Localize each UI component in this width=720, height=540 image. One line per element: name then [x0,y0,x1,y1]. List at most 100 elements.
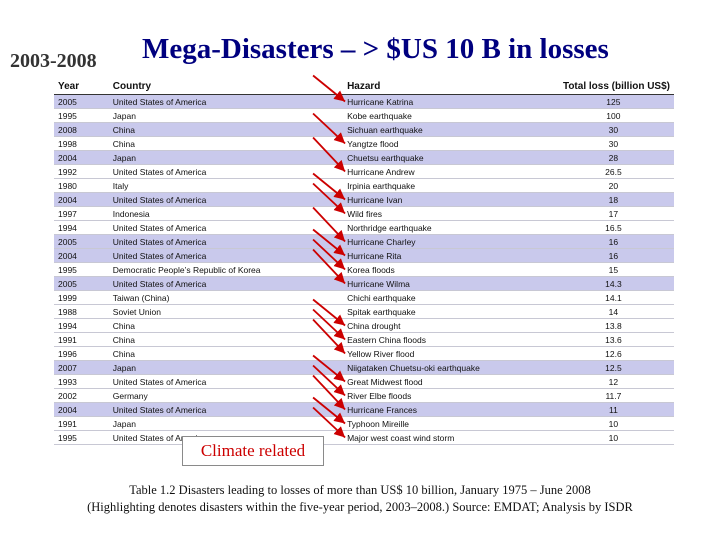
table-row: 2002 Germany River Elbe floods 11.7 [54,388,674,403]
cell-hazard: Major west coast wind storm [343,430,553,445]
table-row: 1991 China Eastern China floods 13.6 [54,332,674,347]
table-row: 1997 Indonesia Wild fires 17 [54,206,674,221]
table-row: 1995 Democratic People’s Republic of Kore… [54,262,674,277]
cell-country: United States of America [108,220,344,235]
cell-country: Indonesia [108,206,344,221]
table-row: 2005 United States of America Hurricane Ch… [54,234,674,249]
cell-hazard: Niigataken Chuetsu-oki earthquake [343,360,553,375]
table-row: 1994 United States of America Northridge e… [54,220,674,235]
cell-total-loss: 125 [552,94,674,109]
period-label: 2003-2008 [10,50,97,72]
cell-hazard: Great Midwest flood [343,374,553,389]
table-row: 1991 Japan Typhoon Mireille 10 [54,416,674,431]
column-header-year: Year [54,78,109,95]
cell-year: 1995 [54,430,109,445]
cell-year: 1998 [54,136,109,151]
cell-country: China [108,136,344,151]
table-row: 2005 United States of America Hurricane Wi… [54,276,674,291]
cell-hazard: Chuetsu earthquake [343,150,553,165]
cell-total-loss: 13.8 [552,318,674,333]
cell-hazard: Typhoon Mireille [343,416,553,431]
cell-country: Italy [108,178,344,193]
table-caption: Table 1.2 Disasters leading to losses of… [20,482,700,516]
climate-related-label: Climate related [182,436,324,466]
cell-hazard: Chichi earthquake [343,290,553,305]
cell-year: 2005 [54,94,109,109]
cell-total-loss: 14 [552,304,674,319]
cell-hazard: Sichuan earthquake [343,122,553,137]
table-row: 1980 Italy Irpinia earthquake 20 [54,178,674,193]
cell-total-loss: 17 [552,206,674,221]
cell-hazard: Hurricane Charley [343,234,553,249]
cell-country: Germany [108,388,344,403]
table-row: 2007 Japan Niigataken Chuetsu-oki earthqua… [54,360,674,375]
table-body: 2005 United States of America Hurricane Ka… [54,94,674,445]
cell-country: United States of America [108,234,344,249]
table-row: 1992 United States of America Hurricane An… [54,164,674,179]
cell-year: 2002 [54,388,109,403]
cell-year: 1991 [54,332,109,347]
cell-total-loss: 14.3 [552,276,674,291]
column-header-total-loss: Total loss (billion US$) [552,78,674,95]
cell-year: 2007 [54,360,109,375]
cell-total-loss: 18 [552,192,674,207]
cell-year: 2005 [54,234,109,249]
cell-hazard: Hurricane Andrew [343,164,553,179]
cell-total-loss: 12.5 [552,360,674,375]
cell-total-loss: 30 [552,136,674,151]
cell-year: 1992 [54,164,109,179]
cell-country: Japan [108,360,344,375]
table-row: 1998 China Yangtze flood 30 [54,136,674,151]
cell-year: 1997 [54,206,109,221]
cell-hazard: Korea floods [343,262,553,277]
table-header-row: Year Country Hazard Total loss (billion … [54,78,674,95]
caption-line-1: Table 1.2 Disasters leading to losses of… [129,483,591,497]
cell-year: 2004 [54,150,109,165]
table-row: 1994 China China drought 13.8 [54,318,674,333]
cell-hazard: Hurricane Wilma [343,276,553,291]
cell-hazard: Yangtze flood [343,136,553,151]
cell-country: Taiwan (China) [108,290,344,305]
table-row: 1999 Taiwan (China) Chichi earthquake 14.1 [54,290,674,305]
cell-year: 1994 [54,318,109,333]
cell-total-loss: 10 [552,430,674,445]
cell-total-loss: 100 [552,108,674,123]
cell-total-loss: 26.5 [552,164,674,179]
cell-total-loss: 15 [552,262,674,277]
cell-hazard: Hurricane Ivan [343,192,553,207]
cell-year: 2005 [54,276,109,291]
cell-total-loss: 11.7 [552,388,674,403]
cell-year: 2004 [54,192,109,207]
cell-hazard: Hurricane Rita [343,248,553,263]
cell-year: 2008 [54,122,109,137]
cell-country: China [108,332,344,347]
cell-country: United States of America [108,402,344,417]
cell-year: 1988 [54,304,109,319]
cell-country: United States of America [108,374,344,389]
cell-total-loss: 12.6 [552,346,674,361]
cell-hazard: Hurricane Frances [343,402,553,417]
cell-total-loss: 16 [552,234,674,249]
cell-year: 2004 [54,402,109,417]
cell-hazard: Irpinia earthquake [343,178,553,193]
cell-country: China [108,318,344,333]
table-row: 1995 United States of America Major west c… [54,430,674,445]
cell-year: 1996 [54,346,109,361]
cell-hazard: Spitak earthquake [343,304,553,319]
cell-total-loss: 14.1 [552,290,674,305]
table-row: 1988 Soviet Union Spitak earthquake 14 [54,304,674,319]
caption-line-2: (Highlighting denotes disasters within t… [87,500,633,514]
cell-year: 1991 [54,416,109,431]
cell-hazard: Eastern China floods [343,332,553,347]
column-header-country: Country [108,78,344,95]
table-row: 2004 Japan Chuetsu earthquake 28 [54,150,674,165]
table-row: 2008 China Sichuan earthquake 30 [54,122,674,137]
cell-year: 1980 [54,178,109,193]
cell-year: 2004 [54,248,109,263]
cell-country: Japan [108,416,344,431]
cell-total-loss: 16.5 [552,220,674,235]
cell-country: Japan [108,108,344,123]
cell-total-loss: 16 [552,248,674,263]
cell-country: United States of America [108,164,344,179]
cell-hazard: Wild fires [343,206,553,221]
